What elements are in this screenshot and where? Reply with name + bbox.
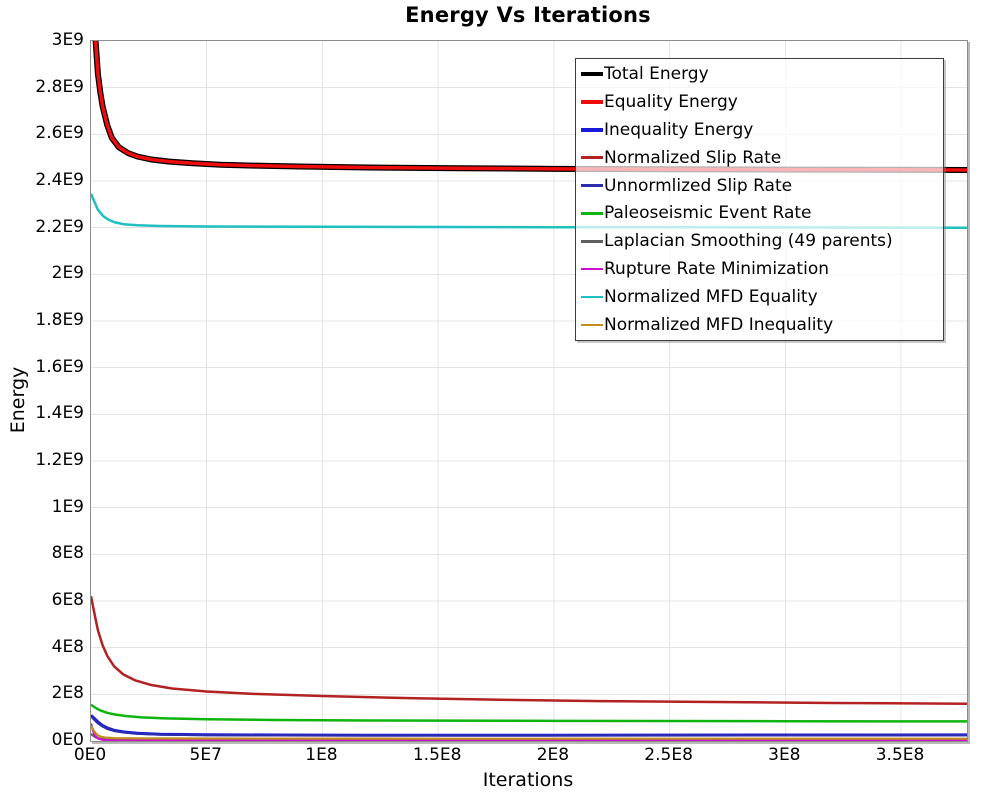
y-tick-label: 2.8E9 bbox=[35, 76, 84, 97]
y-tick-label: 0E0 bbox=[51, 730, 84, 750]
x-tick-label: 5E7 bbox=[189, 745, 222, 765]
y-tick-label: 3E9 bbox=[51, 30, 84, 50]
chart-title: Energy Vs Iterations bbox=[405, 3, 651, 27]
legend-item: Unnormlized Slip Rate bbox=[581, 176, 943, 196]
legend-label: Normalized Slip Rate bbox=[604, 147, 782, 168]
legend-item: Normalized MFD Inequality bbox=[581, 315, 943, 335]
legend-item: Equality Energy bbox=[581, 92, 943, 112]
y-tick-label: 4E8 bbox=[51, 636, 84, 657]
legend-item: Normalized MFD Equality bbox=[581, 287, 943, 307]
x-tick-label: 0E0 bbox=[73, 745, 107, 765]
y-tick-label: 2E9 bbox=[51, 263, 84, 284]
legend-item: Normalized Slip Rate bbox=[581, 148, 943, 168]
legend-label: Normalized MFD Inequality bbox=[604, 314, 834, 335]
legend-item: Inequality Energy bbox=[581, 120, 943, 140]
series-line bbox=[91, 703, 967, 723]
y-tick-label: 1E9 bbox=[51, 496, 84, 517]
x-axis-label: Iterations bbox=[482, 769, 574, 791]
legend-line-swatch bbox=[581, 99, 603, 104]
legend-line-swatch bbox=[581, 323, 603, 327]
y-tick-label: 1.6E9 bbox=[35, 356, 84, 377]
legend-line-swatch bbox=[581, 71, 603, 76]
series-line bbox=[91, 715, 967, 737]
legend-line-swatch bbox=[581, 127, 603, 132]
legend-item: Paleoseismic Event Rate bbox=[581, 203, 943, 223]
x-tick-label: 3E8 bbox=[768, 745, 801, 765]
legend-line-swatch bbox=[581, 156, 603, 159]
legend-label: Unnormlized Slip Rate bbox=[604, 175, 793, 196]
legend-line-swatch bbox=[581, 295, 603, 299]
x-tick-label: 2.5E8 bbox=[644, 745, 693, 765]
legend-item: Total Energy bbox=[581, 64, 943, 84]
legend-label: Equality Energy bbox=[604, 91, 738, 112]
y-tick-label: 2.2E9 bbox=[35, 216, 84, 237]
legend-line-swatch bbox=[581, 267, 603, 271]
y-tick-label: 6E8 bbox=[51, 590, 84, 610]
y-tick-label: 2.6E9 bbox=[35, 123, 84, 144]
y-tick-label: 2.4E9 bbox=[35, 170, 84, 190]
legend-line-swatch bbox=[581, 212, 603, 215]
x-tick-label: 1.5E8 bbox=[412, 745, 462, 765]
legend-label: Inequality Energy bbox=[604, 119, 754, 140]
chart-canvas bbox=[91, 41, 967, 741]
series-line bbox=[91, 723, 967, 741]
legend-label: Total Energy bbox=[604, 63, 709, 84]
x-tick-label: 3.5E8 bbox=[875, 745, 925, 765]
series-line bbox=[91, 725, 967, 740]
legend-label: Laplacian Smoothing (49 parents) bbox=[604, 231, 893, 252]
y-tick-label: 8E8 bbox=[51, 543, 84, 564]
x-tick-label: 1E8 bbox=[305, 745, 338, 765]
legend-item: Rupture Rate Minimization bbox=[581, 259, 943, 279]
y-tick-label: 1.4E9 bbox=[35, 403, 84, 424]
legend-label: Rupture Rate Minimization bbox=[604, 259, 829, 280]
legend-label: Paleoseismic Event Rate bbox=[604, 203, 812, 224]
legend-line-swatch bbox=[581, 240, 603, 243]
series-line bbox=[91, 596, 967, 705]
y-tick-label: 1.2E9 bbox=[35, 450, 84, 470]
y-tick-label: 2E8 bbox=[51, 683, 84, 704]
legend-label: Normalized MFD Equality bbox=[604, 287, 818, 308]
legend-item: Laplacian Smoothing (49 parents) bbox=[581, 231, 943, 251]
x-tick-label: 2E8 bbox=[536, 745, 570, 765]
series-line bbox=[91, 193, 967, 229]
y-tick-label: 1.8E9 bbox=[35, 310, 84, 330]
legend-line-swatch bbox=[581, 184, 603, 187]
legend: Total Energy Equality Energy Inequality En… bbox=[575, 58, 944, 341]
